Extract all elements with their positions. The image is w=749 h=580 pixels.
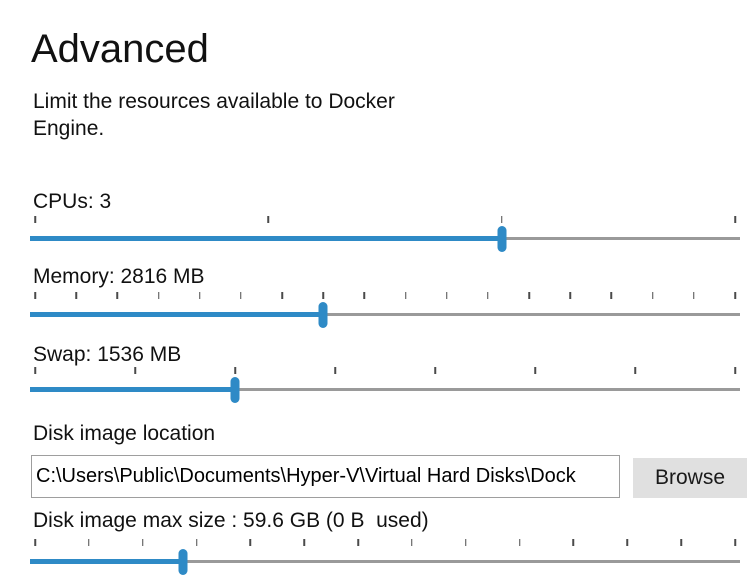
slider-tick: [487, 292, 489, 299]
disk-slider-thumb[interactable]: [178, 549, 188, 575]
slider-tick: [465, 539, 467, 546]
slider-tick: [500, 216, 503, 223]
swap-slider-ticks: [34, 367, 736, 374]
slider-tick: [141, 539, 144, 546]
cpus-slider-ticks: [34, 216, 736, 223]
slider-tick: [446, 292, 448, 299]
memory-slider-thumb[interactable]: [318, 302, 328, 328]
slider-tick: [34, 367, 36, 374]
slider-tick: [634, 367, 636, 374]
slider-tick: [693, 292, 695, 299]
slider-tick: [334, 367, 336, 374]
slider-tick: [569, 292, 572, 299]
slider-tick: [734, 367, 736, 374]
slider-tick: [363, 292, 366, 299]
disk-slider-ticks: [34, 539, 736, 546]
slider-tick: [680, 539, 682, 546]
slider-tick: [411, 539, 413, 546]
slider-tick: [734, 539, 736, 546]
memory-slider-track[interactable]: [30, 313, 740, 316]
slider-tick: [626, 539, 629, 546]
slider-tick: [75, 292, 77, 299]
swap-slider-thumb[interactable]: [230, 377, 240, 403]
slider-tick: [651, 292, 654, 299]
cpus-slider-fill: [30, 236, 502, 241]
slider-tick: [240, 292, 242, 299]
cpus-label: CPUs: 3: [33, 190, 112, 213]
slider-tick: [734, 292, 736, 299]
slider-tick: [249, 539, 252, 546]
swap-slider-fill: [30, 387, 236, 392]
slider-tick: [34, 292, 36, 299]
slider-tick: [116, 292, 119, 299]
slider-tick: [88, 539, 90, 546]
slider-tick: [518, 539, 521, 546]
slider-tick: [572, 539, 575, 546]
slider-tick: [357, 539, 359, 546]
slider-tick: [134, 367, 136, 374]
slider-tick: [434, 367, 436, 374]
disk-slider-fill: [30, 559, 184, 564]
slider-tick: [34, 216, 36, 223]
page-subtitle: Limit the resources available to Docker …: [33, 90, 395, 140]
swap-slider[interactable]: [30, 367, 740, 407]
slider-tick: [267, 216, 270, 223]
slider-tick: [610, 292, 613, 299]
disk-image-location-label: Disk image location: [33, 422, 216, 445]
slider-tick: [281, 292, 283, 299]
browse-button[interactable]: Browse: [633, 458, 747, 498]
memory-slider[interactable]: [30, 292, 740, 332]
memory-slider-ticks: [34, 292, 736, 299]
slider-tick: [534, 367, 536, 374]
page-title: Advanced: [31, 27, 209, 71]
disk-slider-track[interactable]: [30, 560, 740, 563]
memory-slider-fill: [30, 312, 324, 317]
slider-tick: [195, 539, 198, 546]
slider-tick: [404, 292, 407, 299]
swap-slider-track[interactable]: [30, 388, 740, 391]
disk-image-max-size-label: Disk image max size : 59.6 GB (0 B used): [33, 509, 429, 532]
slider-tick: [34, 539, 36, 546]
slider-tick: [734, 216, 736, 223]
slider-tick: [303, 539, 305, 546]
cpus-slider[interactable]: [30, 216, 740, 256]
slider-tick: [198, 292, 201, 299]
disk-image-location-input[interactable]: [31, 455, 620, 498]
slider-tick: [234, 367, 236, 374]
slider-tick: [322, 292, 324, 299]
cpus-slider-thumb[interactable]: [497, 226, 507, 252]
memory-label: Memory: 2816 MB: [33, 265, 205, 288]
swap-label: Swap: 1536 MB: [33, 343, 182, 366]
disk-image-max-size-slider[interactable]: [30, 539, 740, 579]
slider-tick: [157, 292, 160, 299]
slider-tick: [528, 292, 530, 299]
